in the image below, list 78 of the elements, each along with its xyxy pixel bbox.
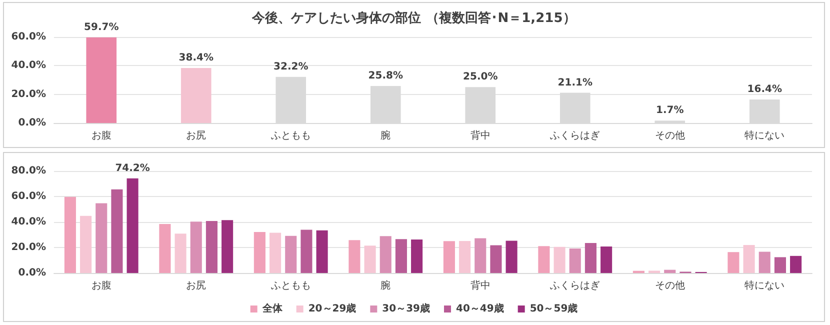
x-tick-label: お腹 [91,130,112,142]
bar [270,232,282,273]
x-tick-label: ふくらはぎ [549,130,600,142]
bar [790,256,802,273]
x-tick-label: その他 [654,280,685,292]
bar [411,239,423,273]
data-label: 1.7% [656,105,684,116]
y-tick-label: 40.0% [11,216,46,228]
bar [743,244,755,273]
bar [538,246,550,273]
data-label: 16.4% [747,84,782,95]
x-tick-label: 腕 [380,280,391,292]
bar [774,257,786,273]
x-tick-label: 背中 [470,130,490,142]
bar [758,252,770,273]
x-tick-label: 特にない [744,130,785,142]
bar [664,270,676,273]
x-tick-label: その他 [654,130,685,142]
bar [459,241,471,273]
data-label: 32.2% [274,61,308,72]
bar [554,246,566,273]
bar [86,37,117,123]
bar [490,245,502,273]
chart-title: 今後、ケアしたい身体の部位 （複数回答･N＝1,215） [251,10,576,26]
data-label: 25.8% [368,70,403,82]
bar [96,203,108,273]
bar [190,222,202,273]
x-tick-label: お尻 [186,280,206,292]
y-tick-label: 60.0% [11,191,46,202]
bar [364,246,376,273]
y-tick-label: 80.0% [11,166,46,176]
bar [395,239,407,273]
legend-label: 30～39歳 [382,302,430,314]
legend-label: 40～49歳 [456,302,504,314]
bar [285,236,297,273]
bar [348,240,360,273]
bar [111,189,123,273]
y-tick-label: 20.0% [11,242,46,253]
y-tick-label: 60.0% [11,32,46,42]
bar [600,246,612,273]
bar [316,230,328,273]
bar [180,68,212,123]
y-tick-label: 0.0% [18,118,46,128]
bar [380,236,392,273]
x-tick-label: ふともも [270,280,311,292]
x-tick-label: お尻 [186,130,206,142]
legend-label: 20～29歳 [308,302,356,314]
y-tick-label: 0.0% [18,268,46,278]
bar [206,220,218,273]
bar [728,252,740,273]
bar [300,230,312,273]
legend-label: 50～59歳 [530,302,578,314]
bar [174,234,186,273]
y-tick-label: 20.0% [11,88,46,100]
bar [474,238,486,273]
bar [64,196,76,273]
y-tick-label: 40.0% [11,60,46,72]
bar [254,232,266,273]
x-tick-label: ふともも [270,130,311,142]
bar [126,178,138,273]
legend-label: 全体 [261,302,284,314]
data-label: 21.1% [558,77,592,88]
data-label: 38.4% [178,52,214,64]
bar [569,248,581,273]
x-tick-label: 特にない [744,280,785,292]
x-tick-label: 腕 [380,130,391,142]
bar [443,241,455,273]
data-label: 25.0% [463,72,498,83]
bar [584,243,596,273]
bar [80,216,92,273]
x-tick-label: お腹 [91,280,112,292]
x-tick-label: 背中 [470,280,490,292]
bar [159,224,171,273]
x-tick-label: ふくらはぎ [549,280,600,292]
data-label: 74.2% [115,162,150,174]
data-label: 59.7% [84,22,119,33]
bar [506,240,518,273]
bar [222,220,234,273]
